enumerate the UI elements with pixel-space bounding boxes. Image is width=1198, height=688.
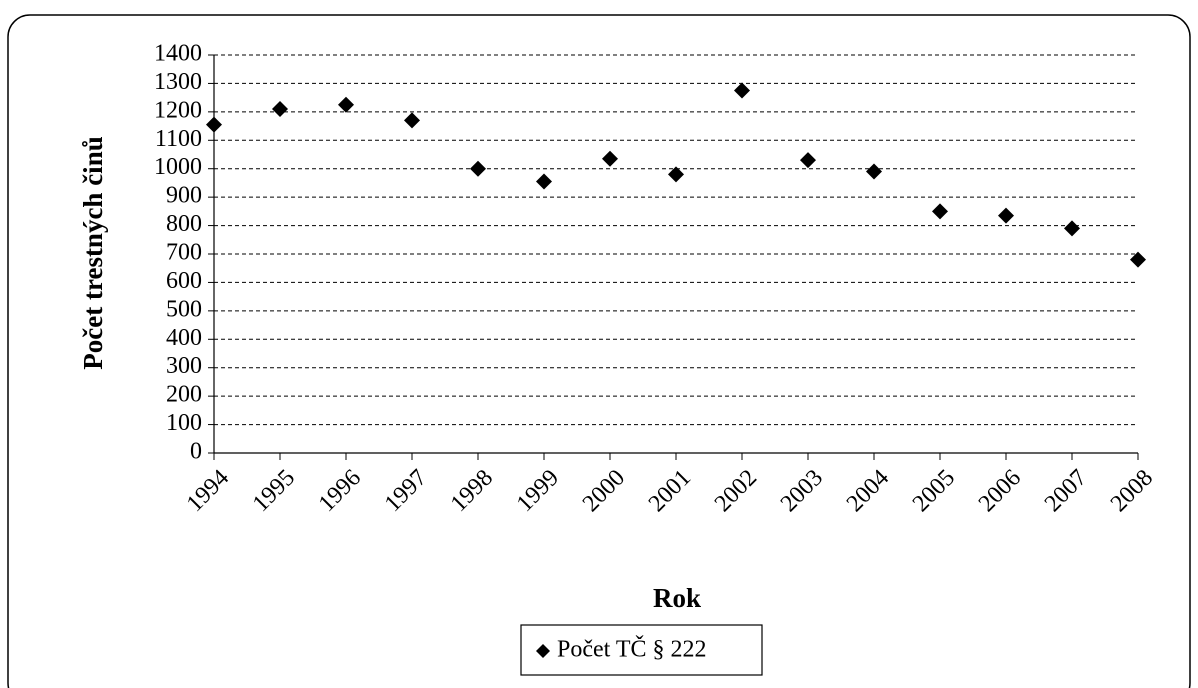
x-tick-label: 1998 (446, 465, 498, 517)
marker (998, 207, 1014, 224)
y-tick-label: 200 (166, 382, 202, 408)
y-tick-label: 300 (166, 353, 202, 379)
y-tick-label: 1400 (154, 41, 202, 67)
marker (338, 96, 354, 113)
y-tick-label: 1100 (155, 126, 202, 152)
marker (1130, 251, 1146, 268)
marker (602, 150, 618, 167)
marker (668, 166, 684, 183)
chart-frame (7, 14, 1191, 688)
y-tick-label: 1300 (154, 69, 202, 95)
x-tick-label: 2004 (842, 465, 894, 517)
y-tick-label: 800 (166, 211, 202, 237)
marker (470, 160, 486, 177)
x-tick-label: 2003 (776, 465, 828, 517)
x-tick-label: 1996 (314, 465, 366, 517)
legend-marker (536, 644, 550, 658)
x-tick-label: 2002 (710, 465, 762, 517)
y-tick-label: 600 (166, 268, 202, 294)
x-tick-label: 2007 (1040, 465, 1092, 517)
y-tick-label: 700 (166, 240, 202, 266)
x-axis-title: Rok (653, 583, 701, 613)
x-tick-label: 2005 (908, 465, 960, 517)
x-tick-label: 2000 (578, 465, 630, 517)
y-tick-label: 100 (166, 410, 202, 436)
y-tick-label: 500 (166, 296, 202, 322)
y-axis-title: Počet trestných činů (78, 136, 108, 369)
x-tick-label: 1994 (182, 465, 234, 517)
legend-label: Počet TČ § 222 (557, 636, 707, 663)
x-tick-label: 2006 (974, 465, 1026, 517)
y-tick-label: 0 (190, 439, 202, 465)
y-tick-label: 1000 (154, 154, 202, 180)
x-tick-label: 1997 (380, 465, 432, 517)
marker (272, 101, 288, 118)
legend-box (520, 624, 763, 676)
y-tick-label: 1200 (154, 97, 202, 123)
marker (932, 203, 948, 220)
y-tick-label: 400 (166, 325, 202, 351)
x-tick-label: 2001 (644, 465, 696, 517)
marker (734, 82, 750, 99)
marker (536, 173, 552, 190)
marker (1064, 220, 1080, 237)
y-tick-label: 900 (166, 183, 202, 209)
x-tick-label: 2008 (1106, 465, 1158, 517)
marker (404, 112, 420, 129)
x-tick-label: 1999 (512, 465, 564, 517)
x-tick-label: 1995 (248, 465, 300, 517)
marker (206, 116, 222, 133)
marker (866, 163, 882, 180)
marker (800, 152, 816, 169)
